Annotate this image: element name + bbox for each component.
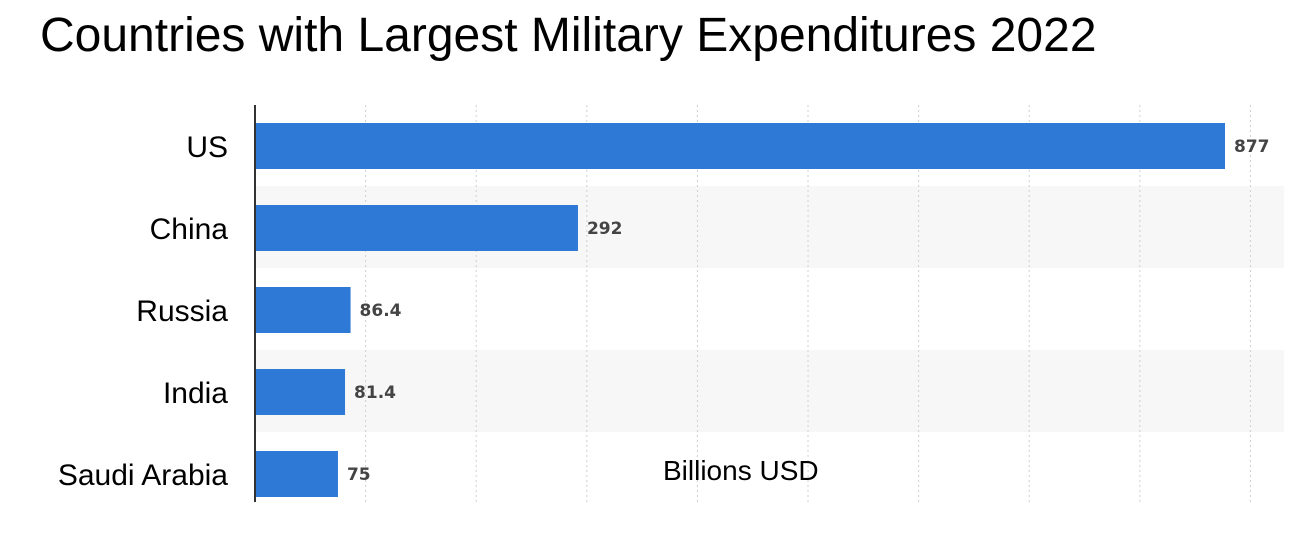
bar [255,205,578,251]
value-label: 292 [587,219,623,239]
row-band [255,350,1284,432]
row-bands [255,186,1284,432]
x-axis-label: Billions USD [663,455,819,486]
value-labels: 877 292 86.4 81.4 75 [347,137,1270,485]
category-label: China [150,213,229,246]
bars [255,123,1225,497]
category-label: Russia [136,295,228,328]
value-label: 877 [1234,137,1270,157]
value-label: 81.4 [354,383,396,403]
bar [255,287,351,333]
bar [255,451,338,497]
chart-title: Countries with Largest Military Expendit… [40,9,1097,62]
bar [255,369,346,415]
category-label: US [186,131,228,164]
gridlines [365,105,1251,502]
value-label: 75 [347,465,371,485]
bar [255,123,1225,169]
category-labels: US China Russia India Saudi Arabia [58,131,228,492]
category-label: India [163,377,228,410]
value-label: 86.4 [360,301,402,321]
category-label: Saudi Arabia [58,459,228,492]
